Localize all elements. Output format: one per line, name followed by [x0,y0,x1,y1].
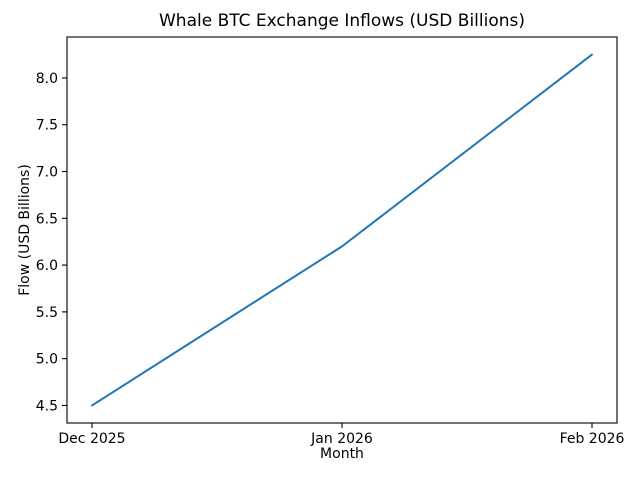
x-tick-label: Jan 2026 [310,431,373,447]
y-tick-label: 5.5 [36,305,58,321]
x-axis-label: Month [320,446,364,462]
axes-frame [66,36,618,424]
y-tick-label: 4.5 [36,398,58,414]
y-tick-label: 7.5 [36,118,58,134]
y-tick-label: 5.0 [36,352,58,368]
x-tick-label: Dec 2025 [58,431,125,447]
y-tick-label: 7.0 [36,165,58,181]
y-tick-label: 8.0 [36,71,58,87]
x-tick-label: Feb 2026 [560,431,625,447]
inflow-line-series [91,53,593,407]
y-axis-label: Flow (USD Billions) [17,164,33,296]
y-tick-label: 6.0 [36,258,58,274]
chart-title: Whale BTC Exchange Inflows (USD Billions… [158,11,526,31]
y-tick-label: 6.5 [36,211,58,227]
